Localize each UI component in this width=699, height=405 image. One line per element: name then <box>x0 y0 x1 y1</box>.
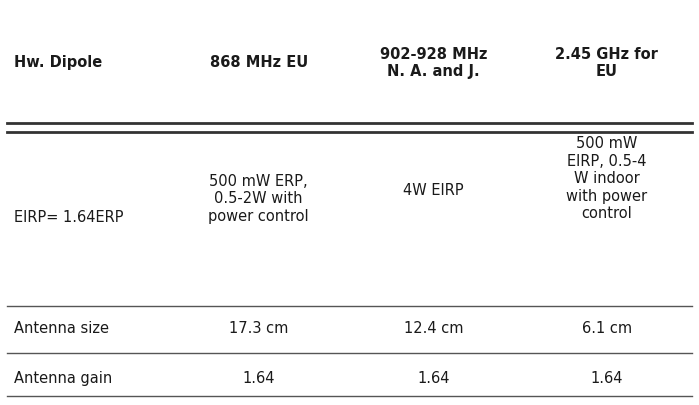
Text: 4W EIRP: 4W EIRP <box>403 183 463 198</box>
Text: 2.45 GHz for
EU: 2.45 GHz for EU <box>555 47 658 79</box>
Text: 1.64: 1.64 <box>591 370 623 385</box>
Text: Antenna size: Antenna size <box>14 321 109 335</box>
Text: Antenna gain: Antenna gain <box>14 370 113 385</box>
Text: 868 MHz EU: 868 MHz EU <box>210 55 308 70</box>
Text: 1.64: 1.64 <box>417 370 449 385</box>
Text: 500 mW
EIRP, 0.5-4
W indoor
with power
control: 500 mW EIRP, 0.5-4 W indoor with power c… <box>566 136 647 220</box>
Text: EIRP= 1.64ERP: EIRP= 1.64ERP <box>14 209 124 224</box>
Text: Hw. Dipole: Hw. Dipole <box>14 55 102 70</box>
Text: 1.64: 1.64 <box>243 370 275 385</box>
Text: 902-928 MHz
N. A. and J.: 902-928 MHz N. A. and J. <box>380 47 487 79</box>
Text: 12.4 cm: 12.4 cm <box>403 321 463 335</box>
Text: 17.3 cm: 17.3 cm <box>229 321 288 335</box>
Text: 6.1 cm: 6.1 cm <box>582 321 632 335</box>
Text: 500 mW ERP,
0.5-2W with
power control: 500 mW ERP, 0.5-2W with power control <box>208 174 309 223</box>
